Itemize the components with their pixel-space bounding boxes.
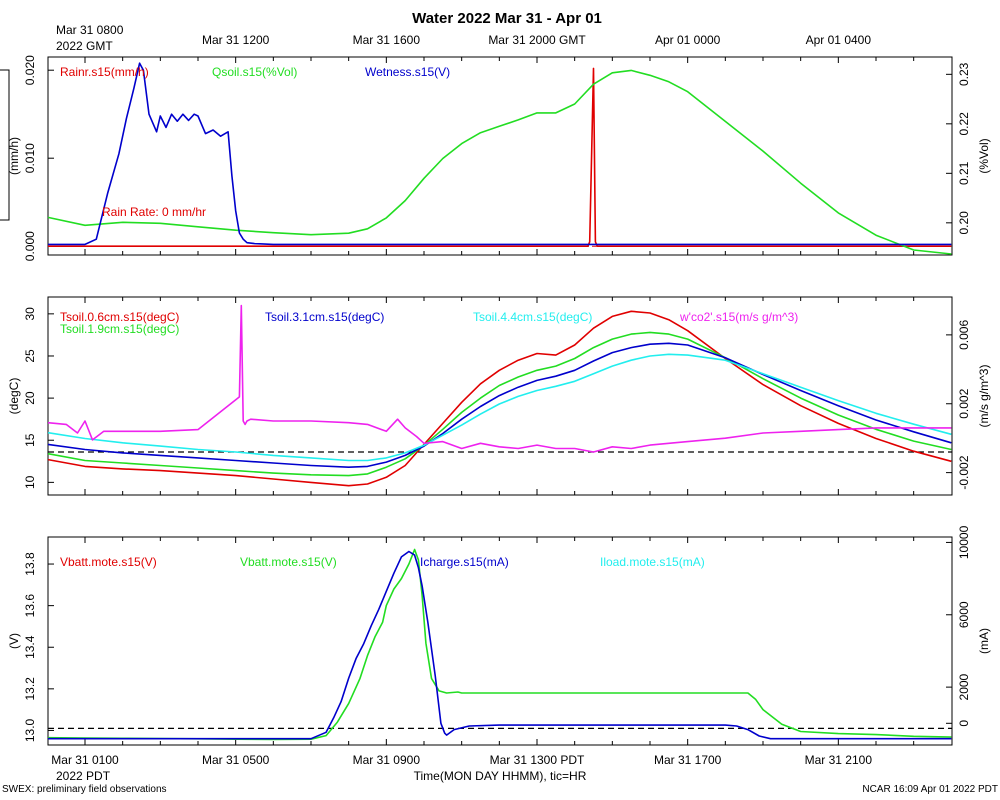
y-left-tick-label: 13.8 (23, 552, 37, 576)
y-left-axis-label: (degC) (7, 378, 21, 415)
top-axis-label: Mar 31 2000 GMT (488, 33, 586, 47)
y-right-tick-label: 0 (957, 720, 971, 727)
top-axis-corner-2: 2022 GMT (56, 39, 113, 53)
bottom-axis-labels: Mar 31 0100 Mar 31 0500 Mar 31 0900 Mar 31 … (51, 753, 872, 767)
legend-vbatt-green: Vbatt.mote.s15(V) (240, 555, 337, 569)
legend-tsoil-1-9: Tsoil.1.9cm.s15(degC) (60, 322, 179, 336)
y-left-tick-label: 20 (23, 391, 37, 405)
series-line-red (47, 310, 952, 487)
y-left-tick-label: 15 (23, 433, 37, 447)
bottom-axis-label: Mar 31 1300 PDT (490, 753, 585, 767)
series-line-green (47, 548, 952, 741)
bottom-axis-label: Mar 31 0900 (353, 753, 421, 767)
y-left-tick-label: 0.010 (23, 143, 37, 173)
legend-wco2: w'co2'.s15(m/s g/m^3) (679, 310, 798, 324)
series-line-blue (48, 62, 952, 246)
left-edge-artifact (0, 69, 10, 221)
y-left-axis-label: (V) (7, 633, 21, 649)
footer-left: SWEX: preliminary field observations (2, 784, 167, 795)
y-left-tick-label: 25 (23, 349, 37, 363)
y-right-tick-label: 2000 (957, 673, 971, 700)
y-right-tick-label: 0.21 (957, 161, 971, 185)
top-axis-label: Apr 01 0400 (806, 33, 872, 47)
series-line-magenta (47, 304, 952, 453)
series-line-green (47, 69, 952, 255)
legend-icharge: Icharge.s15(mA) (420, 555, 509, 569)
legend-tsoil-3-1: Tsoil.3.1cm.s15(degC) (265, 310, 384, 324)
soil-legend: Tsoil.0.6cm.s15(degC) Tsoil.1.9cm.s15(de… (60, 310, 798, 336)
y-left-tick-label: 13.6 (23, 594, 37, 618)
y-right-tick-label: -0.002 (957, 455, 971, 489)
bottom-axis-label: Mar 31 0500 (202, 753, 270, 767)
legend-tsoil-0-6: Tsoil.0.6cm.s15(degC) (60, 310, 179, 324)
series-line-green (47, 331, 952, 477)
legend-qsoil: Qsoil.s15(%Vol) (212, 65, 297, 79)
top-axis-labels: Mar 31 1200 Mar 31 1600 Mar 31 2000 GMT Apr… (202, 33, 871, 47)
legend-rainr: Rainr.s15(mm/h) (60, 65, 149, 79)
panel-frame (47, 296, 953, 496)
y-left-tick-label: 10 (23, 475, 37, 489)
legend-tsoil-4-4: Tsoil.4.4cm.s15(degC) (473, 310, 592, 324)
bottom-axis-label: Mar 31 1700 (654, 753, 722, 767)
footer-right: NCAR 16:09 Apr 01 2022 PDT (862, 784, 998, 795)
y-left-tick-label: 30 (23, 307, 37, 321)
power-legend: Vbatt.mote.s15(V) Vbatt.mote.s15(V) Icha… (60, 555, 705, 569)
y-right-tick-label: 10000 (957, 525, 971, 559)
bottom-axis-corner: 2022 PDT (56, 769, 111, 783)
legend-vbatt-red: Vbatt.mote.s15(V) (60, 555, 157, 569)
y-left-tick-label: 13.0 (23, 718, 37, 742)
soil-temperature-panel: 10 15 20 25 30 (degC) -0.002 0.002 0.006 (m/s g/m… (7, 296, 991, 496)
bottom-axis-label: Mar 31 0100 (51, 753, 119, 767)
y-right-axis-label: (%Vol) (977, 138, 991, 173)
power-panel: 13.0 13.2 13.4 13.6 13.8 (V) 0 2000 6000 10000 (mA… (7, 525, 991, 746)
chart-title: Water 2022 Mar 31 - Apr 01 (412, 10, 602, 27)
y-right-tick-label: 0.23 (957, 62, 971, 86)
series-line-red (48, 67, 952, 247)
panel-frame (47, 536, 953, 746)
y-right-axis-label: (mA) (977, 628, 991, 654)
top-axis-label: Apr 01 0000 (655, 33, 721, 47)
y-left-axis-label: (mm/h) (7, 137, 21, 175)
y-left-tick-label: 0.020 (23, 55, 37, 85)
y-right-tick-label: 0.20 (957, 211, 971, 235)
legend-iload: Iload.mote.s15(mA) (600, 555, 705, 569)
y-right-tick-label: 6000 (957, 601, 971, 628)
y-right-tick-label: 0.002 (957, 388, 971, 418)
legend-wetness: Wetness.s15(V) (365, 65, 450, 79)
panel-frame (47, 56, 953, 256)
y-left-tick-label: 13.4 (23, 635, 37, 659)
y-left-tick-label: 0.000 (23, 231, 37, 261)
top-axis-label: Mar 31 1600 (353, 33, 421, 47)
water-panel: 0.000 0.010 0.020 (mm/h) 0.20 0.21 0.22 0.23 (%V… (7, 55, 991, 261)
water-legend: Rainr.s15(mm/h) Qsoil.s15(%Vol) Wetness.… (60, 65, 450, 219)
bottom-axis-title: Time(MON DAY HHMM), tic=HR (414, 769, 587, 783)
top-axis-corner-1: Mar 31 0800 (56, 23, 124, 37)
y-right-axis-label: (m/s g/m^3) (977, 365, 991, 428)
top-axis-label: Mar 31 1200 (202, 33, 270, 47)
y-right-tick-label: 0.22 (957, 112, 971, 136)
rain-rate-annotation: Rain Rate: 0 mm/hr (102, 205, 206, 219)
bottom-axis-label: Mar 31 2100 (805, 753, 873, 767)
series-line-blue (48, 550, 952, 740)
y-right-tick-label: 0.006 (957, 320, 971, 350)
series-line-blue (47, 342, 952, 469)
y-left-tick-label: 13.2 (23, 677, 37, 701)
series-line-cyan (47, 353, 952, 462)
